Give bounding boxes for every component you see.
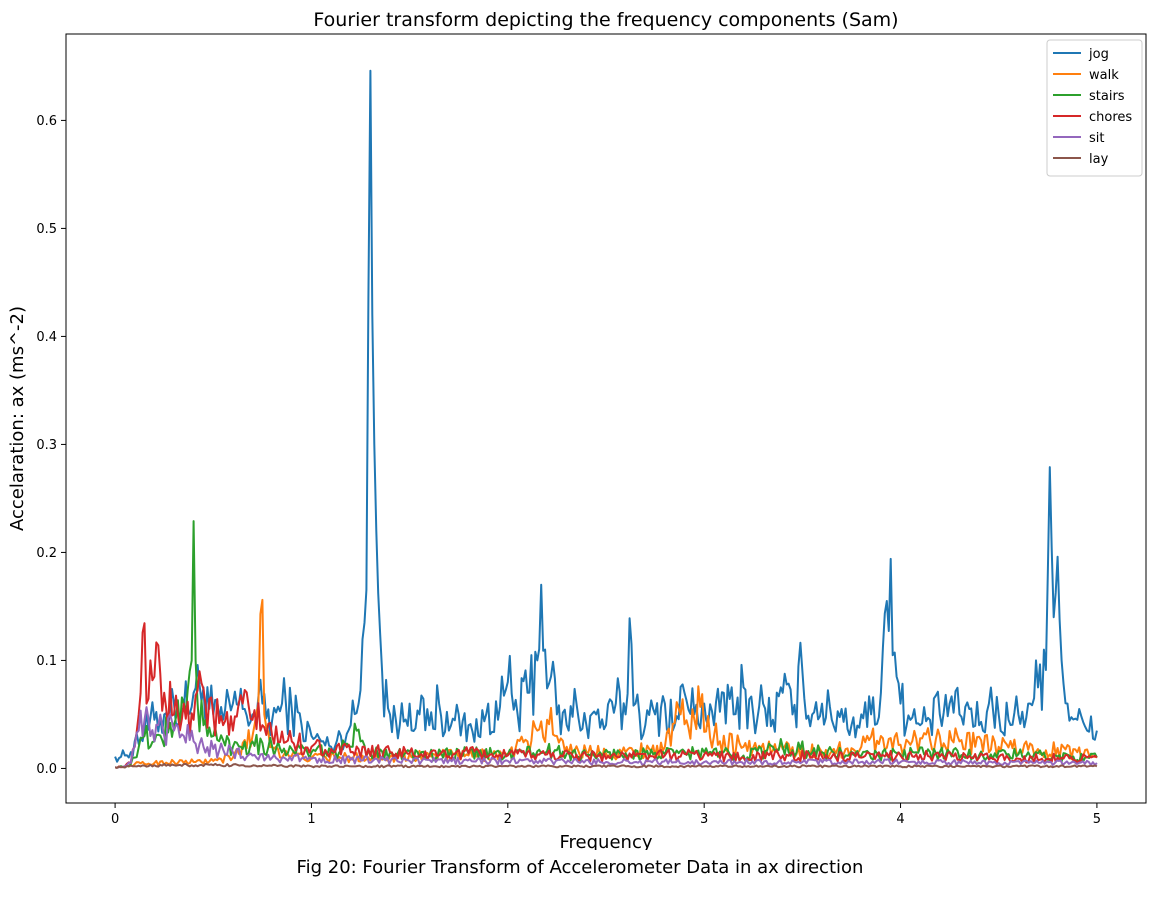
y-tick-label: 0.4 [36, 330, 57, 345]
series-line-chores [114, 622, 1098, 769]
series-line-lay [114, 762, 1098, 769]
y-tick-label: 0.2 [36, 546, 57, 561]
y-axis-label: Accelaration: ax (ms^-2) [7, 306, 28, 531]
legend-label-jog: jog [1088, 47, 1109, 62]
x-tick-label: 5 [1093, 812, 1101, 827]
y-tick-label: 0.1 [36, 654, 57, 669]
y-axis-ticks: 0.0 0.1 0.2 0.3 0.4 0.5 0.6 [36, 114, 66, 777]
legend-label-sit: sit [1089, 131, 1104, 146]
series-layer [114, 69, 1098, 769]
x-tick-label: 4 [896, 812, 904, 827]
x-tick-label: 1 [307, 812, 315, 827]
x-tick-label: 0 [111, 812, 119, 827]
legend-label-stairs: stairs [1089, 89, 1125, 104]
x-tick-label: 2 [504, 812, 512, 827]
series-line-stairs [114, 520, 1098, 769]
series-line-jog [114, 69, 1098, 763]
axes-frame [65, 33, 1147, 804]
legend-label-chores: chores [1089, 110, 1132, 125]
figure-caption: Fig 20: Fourier Transform of Acceleromet… [296, 857, 864, 878]
y-tick-label: 0.6 [36, 114, 57, 129]
y-tick-label: 0.3 [36, 438, 57, 453]
legend-label-lay: lay [1089, 152, 1109, 167]
y-tick-label: 0.0 [36, 762, 57, 777]
y-tick-label: 0.5 [36, 222, 57, 237]
series-line-sit [114, 706, 1098, 769]
chart: 0 1 2 3 4 5 0.0 0.1 0.2 0.3 0.4 0.5 0.6 Fourier tra… [7, 9, 1147, 850]
x-axis-label: Frequency [560, 832, 653, 850]
legend-label-walk: walk [1089, 68, 1119, 83]
chart-title: Fourier transform depicting the frequenc… [313, 9, 898, 31]
legend: jog walk stairs chores sit lay [1046, 39, 1143, 177]
x-axis-ticks: 0 1 2 3 4 5 [111, 803, 1101, 827]
x-tick-label: 3 [700, 812, 708, 827]
